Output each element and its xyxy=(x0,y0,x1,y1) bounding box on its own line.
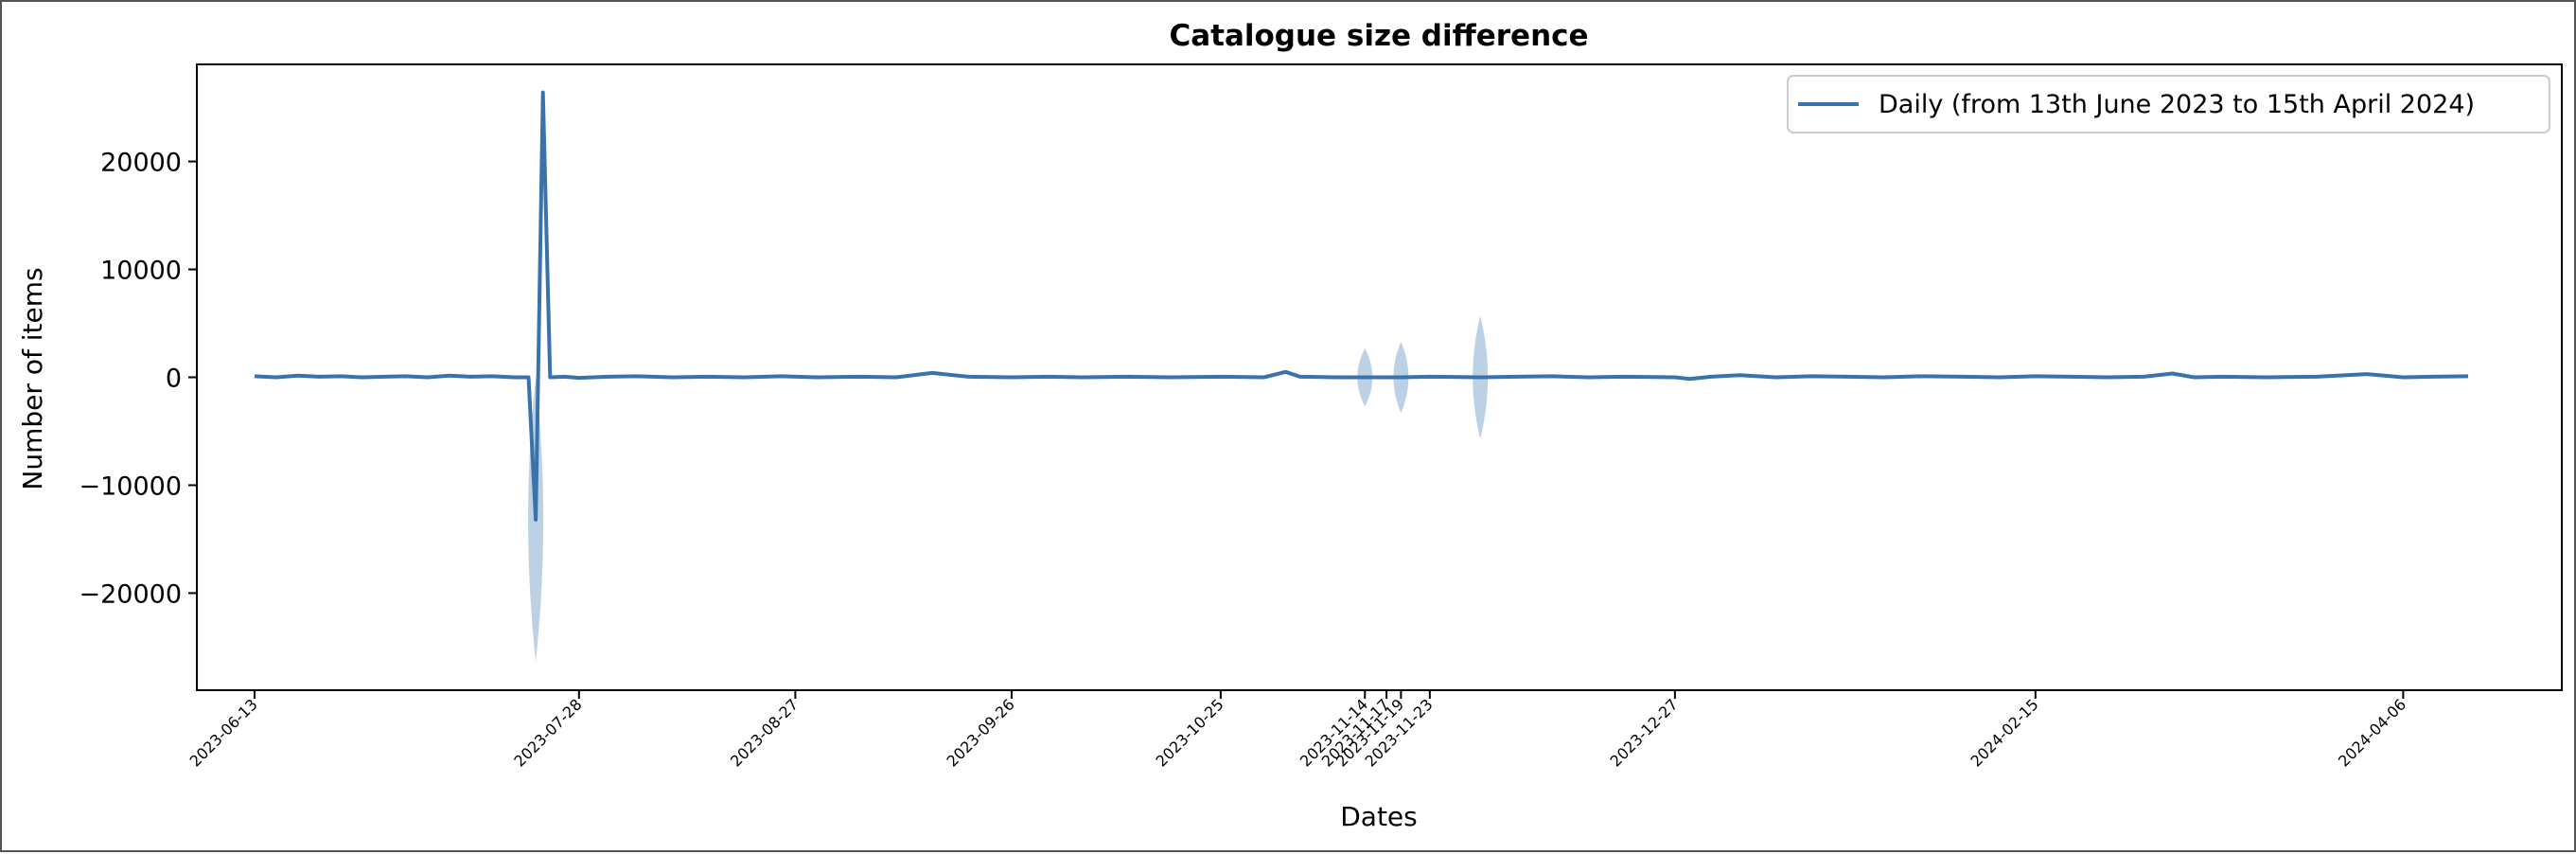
series-line-0 xyxy=(254,90,2469,522)
x-tick-label: 2024-02-15 xyxy=(1967,695,2041,770)
x-tick-label: 2023-07-28 xyxy=(510,695,585,770)
x-tick-label: 2023-10-25 xyxy=(1153,695,1227,770)
x-tick-label: 2023-08-27 xyxy=(727,695,802,770)
x-tick-label: 2023-12-27 xyxy=(1607,695,1682,770)
legend-label: Daily (from 13th June 2023 to 15th April… xyxy=(1879,90,2475,119)
x-axis-label: Dates xyxy=(1340,801,1418,832)
y-tick-label: 0 xyxy=(166,365,182,394)
series-lines xyxy=(254,90,2469,522)
x-tick-label: 2023-09-26 xyxy=(944,695,1018,770)
spread-bands xyxy=(528,315,1489,663)
y-tick-label: −10000 xyxy=(79,471,182,501)
x-tick-label: 2023-06-13 xyxy=(186,695,261,770)
y-axis-label: Number of items xyxy=(17,267,48,489)
legend: Daily (from 13th June 2023 to 15th April… xyxy=(1787,75,2550,133)
x-axis: 2023-06-13 2023-07-28 2023-08-27 2023-09-26… xyxy=(186,690,2409,771)
y-tick-label: −20000 xyxy=(79,579,182,609)
legend-box xyxy=(1787,75,2550,133)
chart-title: Catalogue size difference xyxy=(1169,19,1588,53)
y-tick-label: 20000 xyxy=(100,149,182,178)
y-axis: −20000 −10000 0 10000 20000 xyxy=(79,149,197,609)
y-tick-label: 10000 xyxy=(100,257,182,286)
x-tick-label: 2024-04-06 xyxy=(2335,695,2409,770)
